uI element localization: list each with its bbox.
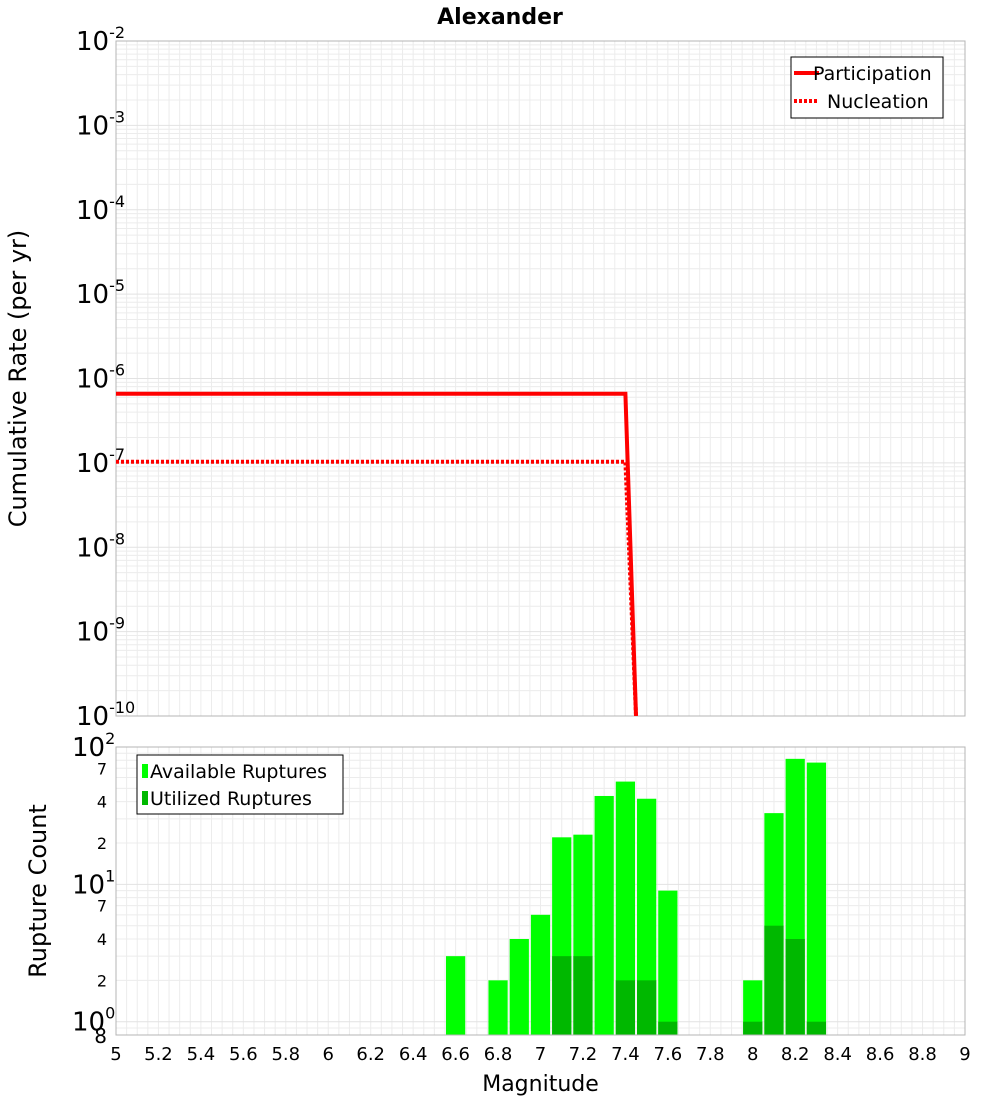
x-tick-label: 7.6 [654,1044,683,1065]
utilized-rupture-bar [552,956,572,1035]
available-rupture-bar [594,795,614,1035]
y-tick-label: 7 [97,897,107,916]
legend-swatch-available [142,764,148,778]
x-tick-label: 9 [959,1044,970,1065]
plot-frame [115,40,966,717]
x-tick-label: 5.4 [187,1044,216,1065]
y-tick-label: 10-8 [76,529,125,563]
x-tick-label: 6.2 [356,1044,385,1065]
series-line-participation [116,391,639,716]
utilized-rupture-bar [637,980,657,1035]
utilized-rupture-bar [573,956,593,1035]
available-rupture-bar [658,890,678,1035]
x-tick-label: 6 [323,1044,334,1065]
y-tick-label: 10-6 [76,361,125,395]
available-rupture-bar [445,956,466,1035]
legend-label: Available Ruptures [150,761,327,783]
utilized-rupture-bar [658,1021,678,1035]
x-tick-label: 6.4 [399,1044,428,1065]
x-tick-label: 7.2 [569,1044,598,1065]
legend-box [790,56,944,119]
x-tick-label: 8.4 [823,1044,852,1065]
y-tick-label: 101 [72,866,115,900]
x-axis-label: Magnitude [482,1072,599,1097]
y-tick-label: 102 [72,729,115,763]
x-tick-label: 8.8 [908,1044,937,1065]
available-rupture-bar [743,980,763,1035]
y-tick-label: 10-2 [76,23,125,57]
y-tick-label: 2 [97,971,107,990]
y-tick-label: 10-3 [76,107,125,141]
utilized-rupture-bar [743,1021,763,1035]
legend-box [136,754,344,815]
y-tick-label: 8 [94,1024,107,1048]
x-tick-label: 7.4 [611,1044,640,1065]
x-tick-label: 5.8 [271,1044,300,1065]
x-tick-label: 8.6 [866,1044,895,1065]
y-tick-label: 4 [97,793,107,812]
y-axis-label: Cumulative Rate (per yr) [4,230,32,528]
legend-swatch-utilized [142,791,148,805]
x-tick-label: 8.2 [781,1044,810,1065]
available-rupture-bar [637,798,657,1035]
x-tick-label: 7 [535,1044,546,1065]
x-tick-label: 8 [747,1044,758,1065]
x-tick-label: 6.8 [484,1044,513,1065]
available-rupture-bar [488,980,508,1035]
y-tick-label: 10-9 [76,614,125,648]
y-tick-label: 7 [97,759,107,778]
legend-label: Participation [813,63,932,85]
available-rupture-bar [615,781,636,1035]
available-rupture-bar [806,762,827,1035]
x-tick-label: 5.2 [144,1044,173,1065]
y-tick-label: 100 [72,1004,115,1038]
utilized-rupture-bar [806,1021,827,1035]
legend-label: Utilized Ruptures [150,788,312,810]
y-tick-label: 4 [97,930,107,949]
x-tick-label: 5.6 [229,1044,258,1065]
utilized-rupture-bar [615,980,636,1035]
y-tick-label: 10-4 [76,192,125,226]
y-axis-label: Rupture Count [24,804,52,978]
series-line-nucleation [116,459,639,716]
available-rupture-bar [530,914,551,1035]
y-tick-label: 10-7 [76,445,125,479]
x-tick-label: 7.8 [696,1044,725,1065]
x-tick-label: 6.6 [441,1044,470,1065]
utilized-rupture-bar [785,939,805,1035]
rate-plot: 10-2 10-3 10-4 10-5 10-6 10-7 10-8 10-9 10-10 Cum… [4,23,966,732]
plot-frame [115,746,966,1036]
y-tick-label: 10-10 [76,698,135,732]
utilized-rupture-bar [764,925,784,1035]
y-tick-label: 10-5 [76,276,125,310]
y-tick-label: 2 [97,834,107,853]
legend-label: Nucleation [827,91,929,113]
x-tick-label: 5 [110,1044,121,1065]
chart-title: Alexander [437,5,563,30]
available-rupture-bar [509,939,529,1035]
